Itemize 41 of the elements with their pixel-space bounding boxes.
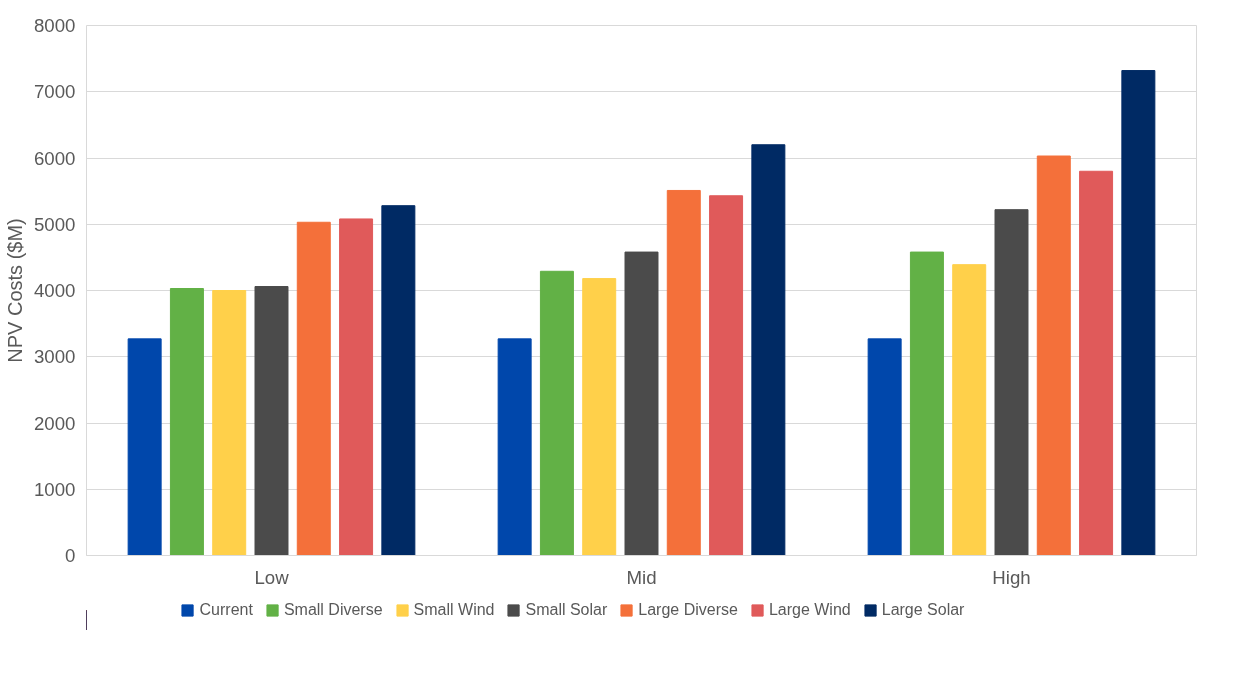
bar <box>254 286 289 556</box>
bar <box>582 278 617 556</box>
bar <box>539 270 574 556</box>
bar <box>624 251 659 556</box>
bar <box>127 338 162 556</box>
bar <box>952 264 987 556</box>
legend-label: Large Wind <box>768 601 851 619</box>
y-tick-label: 7000 <box>34 81 76 103</box>
bar <box>381 205 416 556</box>
y-tick-label: 8000 <box>34 15 76 36</box>
bar <box>296 221 331 556</box>
bar <box>169 288 204 556</box>
legend-label: Small Wind <box>413 601 495 619</box>
legend-label: Small Diverse <box>283 601 383 619</box>
x-tick-label: Low <box>254 566 290 588</box>
y-tick-label: 1000 <box>34 478 76 500</box>
bar <box>1036 155 1071 556</box>
legend-label: Large Solar <box>881 601 965 619</box>
y-tick-label: 6000 <box>34 147 76 169</box>
bar <box>751 144 786 556</box>
bar <box>994 209 1029 556</box>
y-tick-label: 0 <box>65 545 76 566</box>
bar <box>339 218 374 556</box>
x-tick-label: High <box>992 566 1031 588</box>
y-tick-label: 3000 <box>34 346 76 368</box>
legend-label: Small Solar <box>525 601 608 619</box>
y-tick-label: 5000 <box>34 213 76 235</box>
bar <box>1079 170 1114 556</box>
x-tick-label: Mid <box>626 566 657 588</box>
y-tick-label: 2000 <box>34 412 76 434</box>
bar <box>497 338 532 556</box>
bar <box>666 189 701 556</box>
bar <box>1121 70 1156 556</box>
bar <box>909 251 944 556</box>
legend-label: Large Diverse <box>638 601 738 619</box>
bar <box>867 338 902 556</box>
bar <box>709 195 744 556</box>
y-tick-label: 4000 <box>34 280 76 301</box>
y-axis-title: NPV Costs ($M) <box>4 218 26 363</box>
bar <box>212 290 247 556</box>
legend-label: Current <box>199 601 253 619</box>
